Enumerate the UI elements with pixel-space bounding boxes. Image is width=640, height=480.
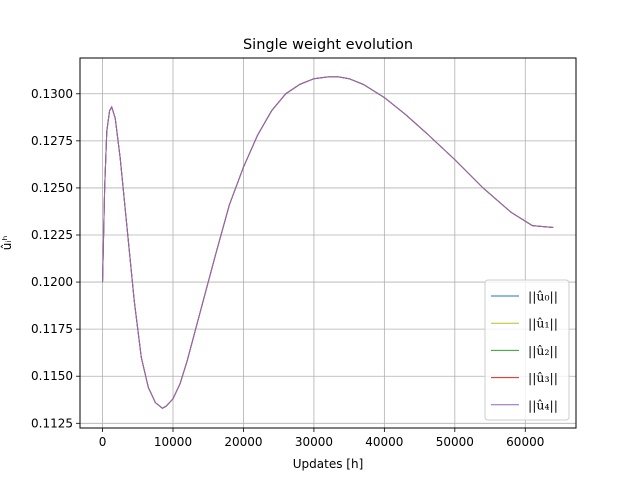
- y-tick-label: 0.1275: [31, 134, 73, 148]
- x-tick-label: 60000: [506, 435, 544, 449]
- plot-frame: [79, 57, 577, 429]
- x-axis-ticks: 0 10000 20000 30000 40000 50000 60000: [99, 428, 544, 449]
- legend-label-1: ||û₁||: [528, 316, 558, 331]
- y-tick-label: 0.1125: [31, 416, 73, 430]
- y-tick-label: 0.1150: [31, 369, 73, 383]
- legend-label-3: ||û₃||: [528, 370, 558, 385]
- x-tick-label: 0: [99, 435, 107, 449]
- y-axis-label: ûᵢʰ: [0, 236, 14, 251]
- y-tick-label: 0.1250: [31, 181, 73, 195]
- y-tick-label: 0.1225: [31, 228, 73, 242]
- series-line-4: [102, 76, 554, 409]
- x-tick-label: 30000: [295, 435, 333, 449]
- x-tick-label: 40000: [365, 435, 403, 449]
- y-axis-ticks: 0.1125 0.1150 0.1175 0.1200 0.1225 0.1250 0.12…: [31, 87, 80, 430]
- legend-label-0: ||û₀||: [528, 289, 558, 304]
- y-tick-label: 0.1200: [31, 275, 73, 289]
- y-tick-label: 0.1175: [31, 322, 73, 336]
- legend-label-4: ||û₄||: [528, 397, 558, 412]
- series-lines: [102, 76, 554, 409]
- legend-box: [484, 279, 570, 421]
- x-tick-label: 10000: [154, 435, 192, 449]
- legend: ||û₀|| ||û₁|| ||û₂|| ||û₃|| ||û₄||: [484, 279, 570, 421]
- y-tick-label: 0.1300: [31, 87, 73, 101]
- x-axis-label: Updates [h]: [293, 457, 364, 471]
- legend-label-2: ||û₂||: [528, 343, 558, 358]
- chart-title: Single weight evolution: [243, 37, 413, 53]
- x-tick-label: 20000: [224, 435, 262, 449]
- x-tick-label: 50000: [436, 435, 474, 449]
